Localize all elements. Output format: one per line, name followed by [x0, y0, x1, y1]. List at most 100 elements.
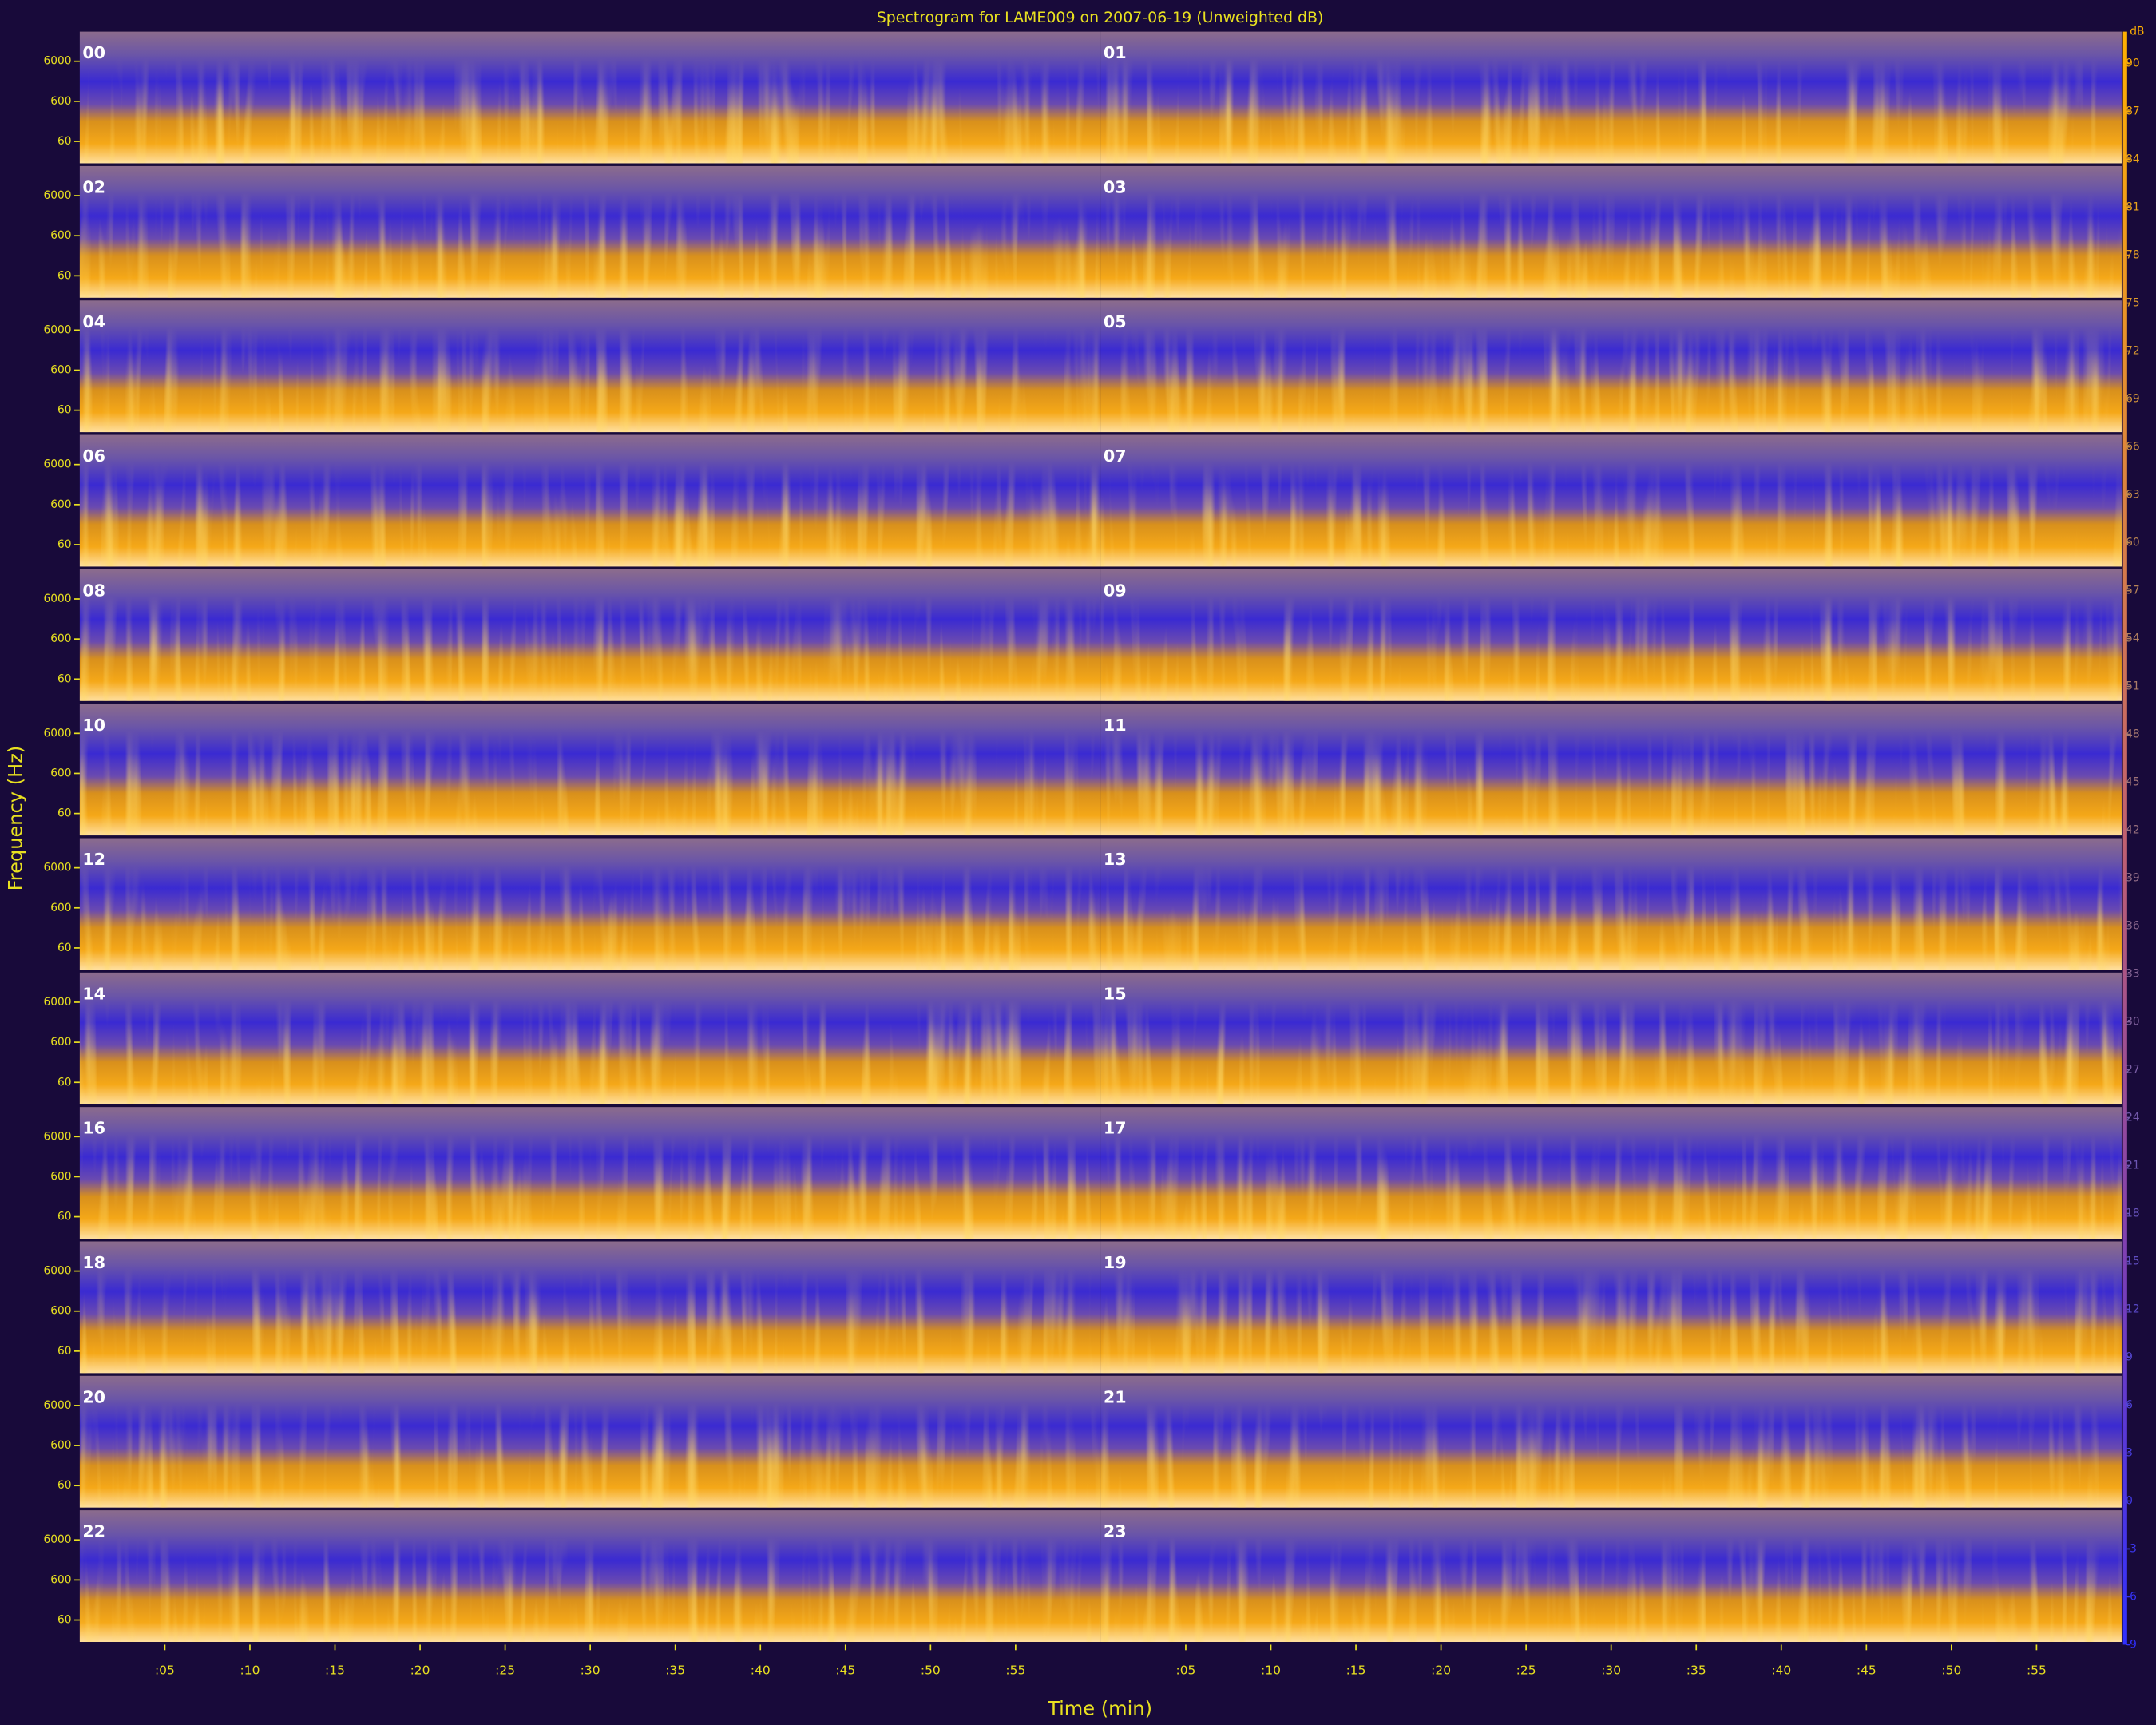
colorbar-tick-label: 75 [2126, 297, 2140, 310]
x-tick-label: :30 [1601, 1664, 1621, 1678]
x-tick-label: :50 [1941, 1664, 1961, 1678]
hour-label: 06 [82, 446, 105, 466]
colorbar-tick-label: 81 [2126, 201, 2140, 214]
y-tick-label: 60 [57, 672, 72, 685]
chart-title: Spectrogram for LAME009 on 2007-06-19 (U… [877, 9, 1324, 26]
spectrogram-texture [79, 1510, 1101, 1642]
colorbar-tick-label: 15 [2126, 1255, 2140, 1267]
colorbar-tick-label: -9 [2126, 1638, 2137, 1651]
x-tick-label: :25 [495, 1664, 515, 1678]
y-tick-label: 6000 [43, 55, 71, 68]
x-tick-label: :55 [2027, 1664, 2047, 1678]
x-tick-label: :55 [1005, 1664, 1025, 1678]
colorbar-tick-label: 60 [2126, 537, 2140, 549]
hour-label: 22 [82, 1522, 105, 1541]
hour-label: 09 [1104, 581, 1127, 600]
hour-label: 21 [1104, 1387, 1127, 1406]
spectrogram-texture [79, 838, 1101, 970]
colorbar-tick-label: 87 [2126, 105, 2140, 118]
colorbar-tick-label: 57 [2126, 585, 2140, 597]
y-tick-label: 6000 [43, 1265, 71, 1278]
y-tick-label: 60 [57, 1211, 72, 1223]
x-axis-label: Time (min) [1047, 1697, 1152, 1719]
spectrogram-texture [79, 569, 1101, 701]
x-tick-label: :05 [155, 1664, 175, 1678]
colorbar-tick-label: 69 [2126, 393, 2140, 406]
colorbar-tick-label: 66 [2126, 441, 2140, 454]
x-tick-label: :50 [921, 1664, 941, 1678]
colorbar-tick-label: 21 [2126, 1159, 2140, 1172]
spectrogram-texture [79, 165, 1101, 298]
y-tick-label: 600 [50, 767, 71, 779]
y-tick-label: 6000 [43, 189, 71, 202]
x-tick-label: :30 [581, 1664, 600, 1678]
x-tick-label: :05 [1175, 1664, 1195, 1678]
y-tick-label: 6000 [43, 323, 71, 336]
colorbar [2122, 31, 2127, 1645]
x-tick-label: :40 [751, 1664, 771, 1678]
x-tick-label: :15 [1346, 1664, 1366, 1678]
y-tick-label: 6000 [43, 996, 71, 1009]
y-tick-label: 600 [50, 95, 71, 108]
y-tick-label: 600 [50, 1036, 71, 1049]
colorbar-tick-label: 78 [2126, 249, 2140, 262]
spectrogram-texture [1100, 165, 2122, 298]
spectrogram-texture [1100, 569, 2122, 701]
y-tick-label: 60 [57, 538, 72, 551]
x-tick-label: :15 [325, 1664, 345, 1678]
spectrogram-texture [1100, 1375, 2122, 1508]
x-tick-label: :45 [1857, 1664, 1877, 1678]
hour-label: 14 [82, 984, 105, 1003]
spectrogram-texture [79, 1375, 1101, 1508]
hour-label: 17 [1104, 1119, 1127, 1138]
y-tick-label: 6000 [43, 1533, 71, 1546]
colorbar-tick-label: 12 [2126, 1303, 2140, 1315]
x-tick-label: :35 [665, 1664, 685, 1678]
spectrogram-texture [1100, 704, 2122, 836]
x-tick-label: :10 [1261, 1664, 1281, 1678]
x-tick-label: :25 [1516, 1664, 1536, 1678]
colorbar-tick-label: 39 [2126, 872, 2140, 885]
colorbar-tick-label: 90 [2126, 58, 2140, 70]
y-tick-label: 600 [50, 1170, 71, 1183]
colorbar-tick-label: 18 [2126, 1207, 2140, 1219]
colorbar-tick-label: 9 [2126, 1350, 2133, 1363]
colorbar-tick-label: 48 [2126, 728, 2140, 741]
hour-label: 23 [1104, 1522, 1127, 1541]
colorbar-tick-label: 72 [2126, 345, 2140, 358]
spectrogram-texture [79, 972, 1101, 1104]
spectrogram-texture [79, 31, 1101, 164]
y-tick-label: 6000 [43, 862, 71, 874]
colorbar-tick-label: 54 [2126, 632, 2140, 645]
hour-label: 11 [1104, 716, 1127, 735]
spectrogram-texture [1100, 434, 2122, 567]
colorbar-tick-label: 24 [2126, 1111, 2140, 1124]
colorbar-tick-label: 0 [2126, 1494, 2133, 1507]
spectrogram-texture [79, 300, 1101, 433]
y-tick-label: 600 [50, 229, 71, 242]
colorbar-tick-label: 6 [2126, 1398, 2133, 1411]
hour-label: 04 [82, 312, 105, 331]
hour-label: 00 [82, 43, 105, 62]
spectrogram-texture [1100, 1510, 2122, 1642]
colorbar-tick-label: 84 [2126, 153, 2140, 166]
hour-label: 13 [1104, 850, 1127, 869]
y-tick-label: 60 [57, 1076, 72, 1089]
colorbar-tick-label: 36 [2126, 920, 2140, 933]
colorbar-label: dB [2130, 26, 2144, 38]
spectrogram-texture [79, 1241, 1101, 1374]
hour-label: 15 [1104, 984, 1127, 1003]
colorbar-tick-label: 63 [2126, 489, 2140, 502]
x-tick-label: :20 [1431, 1664, 1451, 1678]
y-tick-label: 600 [50, 1305, 71, 1318]
hour-label: 18 [82, 1253, 105, 1272]
colorbar-tick-label: 3 [2126, 1446, 2133, 1459]
hour-label: 05 [1104, 312, 1127, 331]
spectrogram-texture [1100, 300, 2122, 433]
hour-label: 12 [82, 850, 105, 869]
y-tick-label: 60 [57, 1479, 72, 1492]
hour-label: 03 [1104, 177, 1127, 196]
y-tick-label: 6000 [43, 458, 71, 471]
spectrogram-texture [1100, 1107, 2122, 1239]
